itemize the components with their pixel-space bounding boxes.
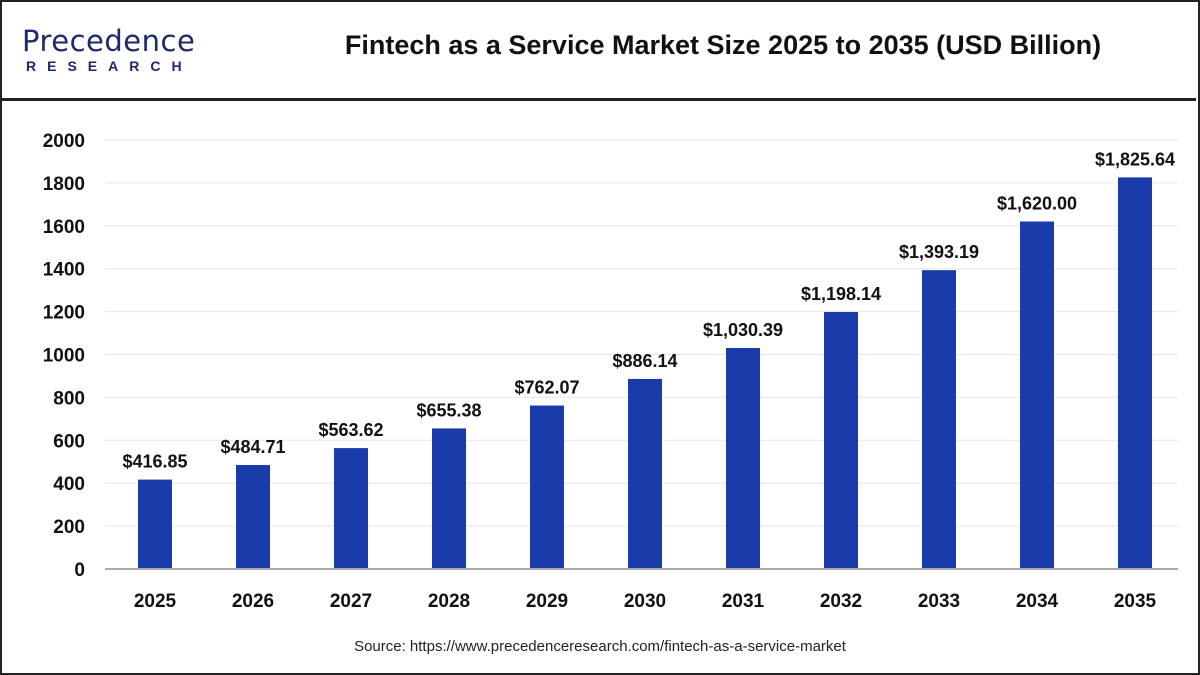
bar-2035: [1118, 177, 1152, 570]
x-tick-label: 2031: [722, 591, 765, 612]
bar-2032: [824, 311, 858, 569]
bar-2027: [334, 448, 368, 569]
data-label: $1,825.64: [1095, 149, 1175, 169]
data-label: $416.85: [122, 452, 187, 472]
x-tick-label: 2033: [918, 591, 960, 612]
bar-2034: [1020, 221, 1054, 569]
x-tick-label: 2027: [330, 591, 372, 612]
y-tick-label: 800: [53, 388, 85, 409]
bar-2028: [432, 428, 466, 569]
data-label: $762.07: [514, 378, 579, 398]
y-tick-label: 1200: [43, 303, 85, 324]
y-tick-label: 400: [53, 474, 85, 495]
data-label: $1,393.19: [899, 242, 979, 262]
logo-text: Precedence: [22, 24, 196, 58]
data-label: $1,030.39: [703, 320, 783, 340]
bar-2033: [922, 270, 956, 569]
y-tick-label: 0: [74, 560, 85, 581]
bar-2026: [236, 465, 270, 569]
x-tick-label: 2028: [428, 591, 470, 612]
y-tick-label: 1800: [43, 174, 85, 195]
y-tick-label: 600: [53, 431, 85, 452]
bar-2031: [726, 347, 760, 569]
data-label: $484.71: [220, 437, 285, 457]
precedence-research-logo: Precedence RESEARCH: [22, 26, 195, 74]
x-tick-label: 2029: [526, 591, 568, 612]
bar-2030: [628, 378, 662, 569]
y-tick-label: 1400: [43, 260, 85, 281]
x-tick-label: 2035: [1114, 591, 1157, 612]
x-tick-label: 2025: [134, 591, 177, 612]
chart-title: Fintech as a Service Market Size 2025 to…: [344, 30, 1102, 60]
source-text: Source: https://www.precedenceresearch.c…: [354, 638, 846, 655]
header: Precedence RESEARCH Fintech as a Service…: [0, 0, 1196, 101]
x-tick-label: 2026: [232, 591, 274, 612]
data-label: $563.62: [318, 420, 383, 440]
y-tick-label: 200: [53, 517, 85, 538]
data-label: $1,620.00: [997, 194, 1077, 214]
x-tick-label: 2030: [624, 591, 666, 612]
data-label: $655.38: [416, 400, 481, 420]
y-tick-label: 2000: [43, 131, 85, 152]
data-label: $1,198.14: [801, 284, 881, 304]
bar-2025: [138, 479, 172, 569]
data-label: $886.14: [612, 351, 677, 371]
bar-2029: [530, 405, 564, 569]
y-tick-label: 1600: [43, 217, 85, 238]
x-tick-label: 2034: [1016, 591, 1059, 612]
y-tick-label: 1000: [43, 346, 85, 367]
logo-subtext: RESEARCH: [26, 58, 193, 74]
x-tick-label: 2032: [820, 591, 862, 612]
